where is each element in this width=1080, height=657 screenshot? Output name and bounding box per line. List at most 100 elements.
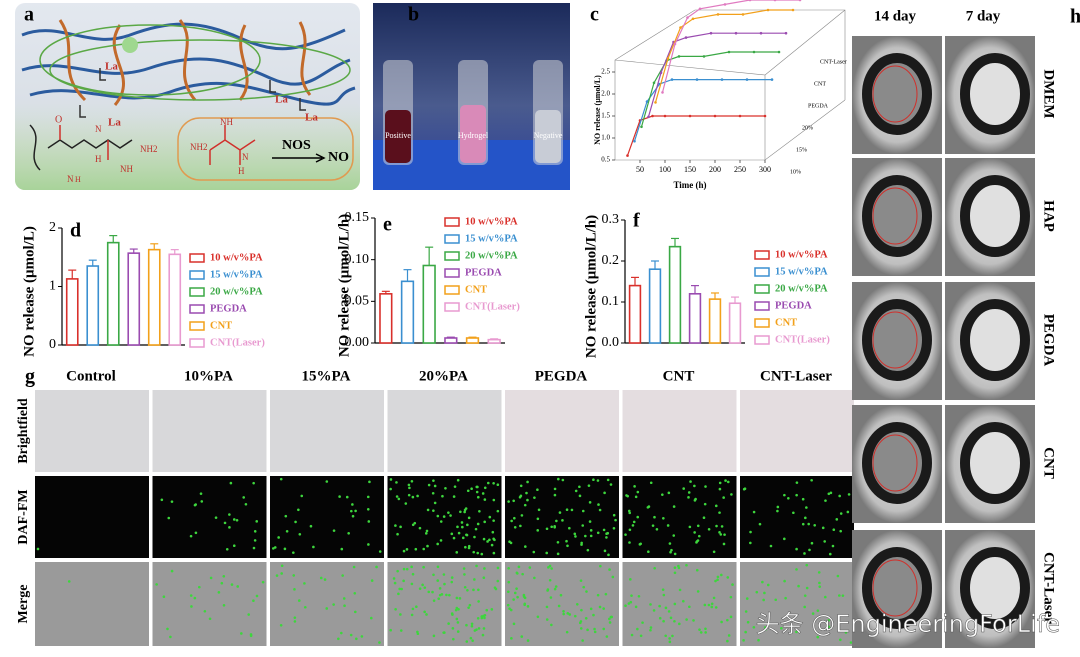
tube-label: Negative bbox=[534, 131, 563, 140]
x-tick-label: 50 bbox=[636, 165, 644, 174]
cell-dot bbox=[360, 635, 364, 638]
cell-dot bbox=[824, 499, 827, 502]
cell-dot bbox=[513, 591, 517, 595]
cell-dot bbox=[839, 529, 842, 533]
cell-dot bbox=[817, 571, 821, 574]
y-tick-label: 0.00 bbox=[345, 335, 370, 350]
legend-label: 20 w/v%PA bbox=[465, 250, 518, 261]
cell-dot bbox=[637, 594, 641, 598]
legend-swatch bbox=[754, 267, 770, 277]
cell-dot bbox=[838, 594, 841, 597]
cell-dot bbox=[805, 586, 809, 590]
cell-dot bbox=[752, 625, 756, 629]
cell-dot bbox=[465, 533, 468, 537]
cell-dot bbox=[351, 514, 355, 518]
cell-dot bbox=[488, 515, 492, 519]
cell-dot bbox=[509, 608, 513, 612]
cell-dot bbox=[347, 531, 350, 535]
cell-dot bbox=[459, 510, 462, 514]
legend-label: 15 w/v%PA bbox=[775, 266, 828, 277]
cell-dot bbox=[451, 627, 455, 630]
arginine bbox=[29, 124, 133, 171]
panel-b: b Positive Hydrogel Negative bbox=[373, 3, 570, 190]
cell-dot bbox=[565, 539, 568, 543]
cell-dot bbox=[801, 497, 805, 501]
cell-dot bbox=[579, 627, 583, 630]
y-tick-label: 0.3 bbox=[602, 212, 620, 227]
cell-dot bbox=[244, 502, 248, 506]
cell-dot bbox=[426, 544, 429, 548]
cell-dot bbox=[525, 491, 528, 495]
cell-dot bbox=[517, 565, 521, 569]
cell-dot bbox=[589, 607, 593, 611]
column-label: CNT bbox=[663, 368, 695, 384]
cell-dot bbox=[537, 508, 541, 512]
cell-dot bbox=[628, 528, 632, 532]
column-label: PEGDA bbox=[535, 368, 588, 384]
cell-dot bbox=[662, 516, 665, 520]
cell-dot bbox=[783, 493, 786, 497]
series-label: 20% bbox=[802, 125, 813, 131]
cell-dot bbox=[533, 576, 536, 580]
cell-dot bbox=[398, 587, 401, 591]
cell-dot bbox=[442, 515, 446, 518]
cell-dot bbox=[742, 639, 745, 642]
point bbox=[640, 125, 643, 129]
cell-dot bbox=[452, 536, 456, 540]
legend-swatch bbox=[754, 318, 770, 328]
cell-dot bbox=[696, 539, 700, 542]
cell-dot bbox=[470, 487, 473, 491]
cell-dot bbox=[284, 514, 288, 518]
micrograph bbox=[387, 390, 502, 472]
cell-dot bbox=[472, 588, 475, 592]
x-tick-label: 150 bbox=[684, 165, 696, 174]
cell-dot bbox=[300, 494, 304, 498]
cell-dot bbox=[482, 627, 486, 630]
cell-dot bbox=[427, 590, 431, 594]
cell-dot bbox=[702, 516, 706, 520]
y-tick-label: 0.15 bbox=[345, 210, 370, 225]
cell-dot bbox=[458, 597, 462, 600]
cell-dot bbox=[508, 540, 511, 544]
point bbox=[723, 3, 727, 6]
point bbox=[763, 114, 767, 118]
cell-dot bbox=[166, 627, 169, 631]
cell-dot bbox=[494, 587, 498, 591]
micrograph bbox=[740, 476, 854, 558]
cell-dot bbox=[422, 547, 426, 551]
legend-swatch bbox=[754, 335, 770, 345]
cell-dot bbox=[482, 576, 486, 580]
point bbox=[651, 114, 654, 118]
cell-dot bbox=[599, 564, 602, 568]
cell-dot bbox=[757, 638, 760, 642]
cell-dot bbox=[598, 605, 602, 609]
stent-ring bbox=[862, 422, 932, 504]
cell-dot bbox=[309, 524, 313, 528]
cell-dot bbox=[668, 637, 671, 640]
cell-dot bbox=[716, 578, 719, 582]
cell-dot bbox=[573, 614, 577, 618]
cell-dot bbox=[475, 564, 478, 568]
cell-dot bbox=[461, 536, 465, 540]
x-tick-label: 300 bbox=[759, 165, 771, 174]
cell-dot bbox=[506, 603, 510, 607]
cell-dot bbox=[492, 537, 495, 541]
cell-dot bbox=[823, 595, 827, 599]
cell-dot bbox=[816, 635, 820, 639]
cell-dot bbox=[431, 491, 435, 495]
cell-dot bbox=[661, 588, 665, 591]
cell-dot bbox=[696, 590, 700, 593]
cell-dot bbox=[536, 529, 540, 532]
point bbox=[647, 115, 650, 119]
cell-dot bbox=[678, 622, 681, 626]
cell-dot bbox=[467, 546, 471, 550]
bar bbox=[86, 265, 100, 346]
cell-dot bbox=[726, 576, 730, 579]
cell-dot bbox=[553, 487, 557, 491]
cell-dot bbox=[368, 480, 371, 484]
point bbox=[748, 0, 752, 2]
y-tick-label: 1.0 bbox=[601, 134, 610, 142]
cell-dot bbox=[649, 481, 653, 485]
cell-dot bbox=[726, 618, 729, 622]
cell-dot bbox=[630, 633, 634, 637]
